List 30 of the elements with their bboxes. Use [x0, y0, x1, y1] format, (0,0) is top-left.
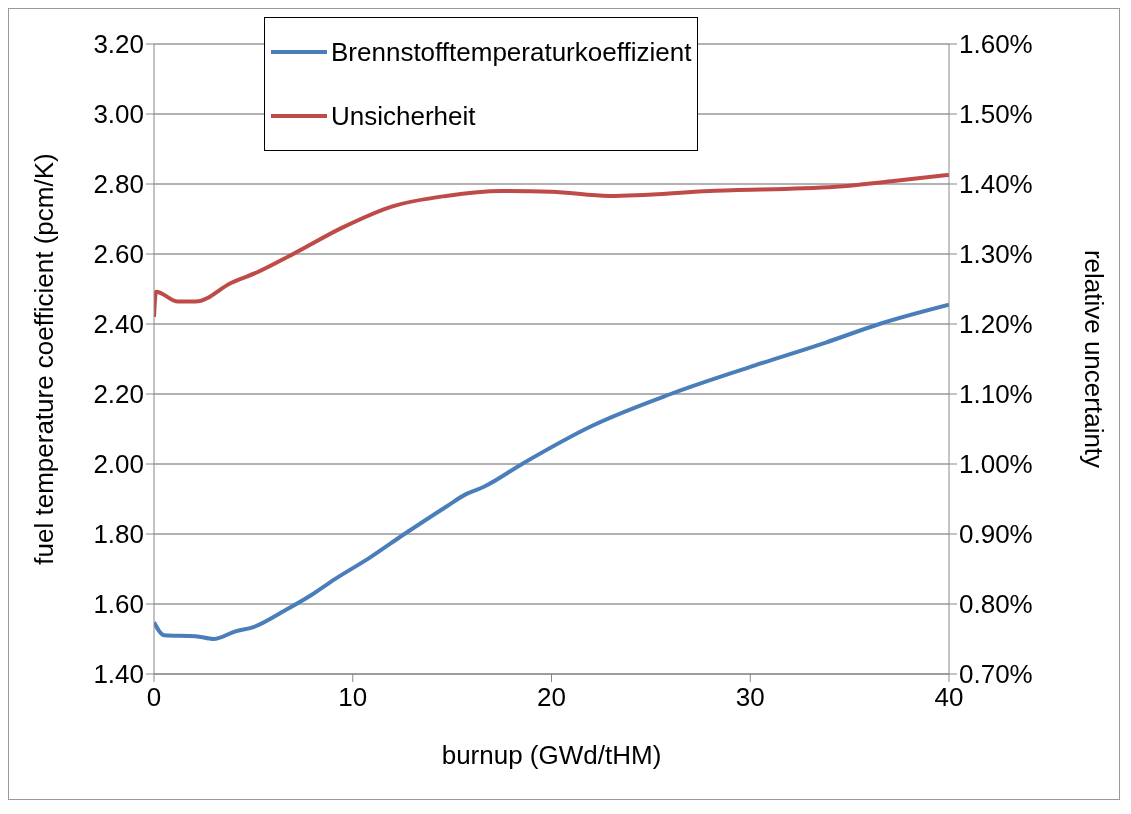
y2-tick-label: 1.00% — [959, 449, 1033, 480]
y2-tick-label: 0.80% — [959, 589, 1033, 620]
y2-tick-label: 0.90% — [959, 519, 1033, 550]
x-axis-title: burnup (GWd/tHM) — [441, 740, 662, 770]
x-tick-label: 20 — [537, 682, 566, 713]
y2-tick-label: 1.30% — [959, 239, 1033, 270]
x-tick-label: 30 — [735, 682, 765, 713]
y-tick-label: 2.60 — [93, 239, 144, 270]
y-tick-label: 1.60 — [93, 589, 144, 620]
y2-tick-label: 1.20% — [959, 309, 1033, 340]
line-series — [154, 302, 949, 641]
y2-tick-label: 1.40% — [959, 169, 1033, 200]
y-tick-label: 2.40 — [93, 309, 144, 340]
x-tick-label: 0 — [146, 682, 162, 713]
y-tick-label: 2.20 — [93, 379, 144, 410]
line-series — [154, 172, 949, 319]
y2-tick-label: 1.60% — [959, 29, 1033, 60]
y2-tick-label: 1.10% — [959, 379, 1033, 410]
y-tick-label: 2.80 — [93, 169, 144, 200]
y-tick-label: 1.80 — [93, 519, 144, 550]
y-tick-label: 3.20 — [93, 29, 144, 60]
y-tick-label: 2.00 — [93, 449, 144, 480]
y-tick-label: 3.00 — [93, 99, 144, 130]
legend-label: Brennstofftemperaturkoeffizient — [331, 36, 692, 68]
y-tick-label: 1.40 — [93, 659, 144, 690]
y-axis-title: fuel temperature coefficient (pcm/K) — [29, 153, 60, 565]
y2-tick-label: 1.50% — [959, 99, 1033, 130]
x-tick-label: 10 — [338, 682, 368, 713]
y2-axis-title: relative uncertainty — [1078, 249, 1109, 469]
legend-label: Unsicherheit — [331, 100, 476, 132]
